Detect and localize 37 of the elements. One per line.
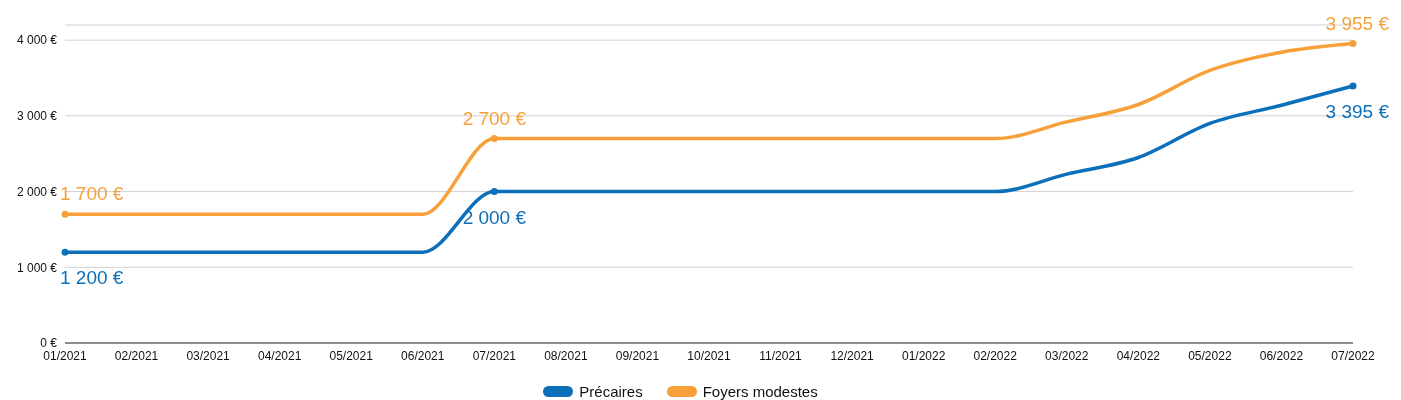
legend-label: Foyers modestes [701,383,818,400]
x-tick-label: 09/2021 [615,348,660,363]
point [61,248,69,256]
y-tick-label: 1 000 € [16,260,58,275]
x-tick-label: 05/2022 [1188,348,1232,363]
y-tick-label: 2 000 € [16,184,58,199]
point [61,210,69,218]
x-tick-label: 05/2021 [329,348,374,363]
x-tick-label: 08/2021 [544,348,588,363]
y-tick-label: 0 € [40,336,58,351]
x-tick-label: 06/2022 [1259,348,1304,363]
x-tick-label: 07/2021 [472,348,517,363]
point [490,135,498,143]
data-label: 3 395 € [1325,100,1390,122]
point [490,188,498,196]
data-label: 1 200 € [60,267,124,289]
x-tick-label: 01/2021 [43,348,88,363]
x-tick-label: 12/2021 [830,348,875,363]
x-tick-label: 11/2021 [759,348,803,363]
data-label: 2 700 € [462,107,527,129]
x-tick-label: 07/2022 [1331,348,1376,363]
x-tick-label: 02/2022 [973,348,1018,363]
point [1349,82,1357,90]
x-tick-label: 03/2021 [186,348,231,363]
legend-label: Précaires [578,383,643,400]
data-label: 3 955 € [1325,12,1390,34]
x-tick-label: 03/2022 [1045,348,1089,363]
x-tick-label: 06/2021 [401,348,445,363]
x-tick-label: 04/2021 [257,348,302,363]
x-tick-label: 02/2021 [114,348,159,363]
x-tick-label: 04/2022 [1116,348,1161,363]
y-tick-label: 4 000 € [16,33,58,48]
y-tick-label: 3 000 € [16,109,58,124]
point [1349,40,1357,48]
x-tick-label: 10/2021 [687,348,732,363]
x-tick-label: 01/2022 [901,348,946,363]
data-label: 1 700 € [60,183,124,205]
